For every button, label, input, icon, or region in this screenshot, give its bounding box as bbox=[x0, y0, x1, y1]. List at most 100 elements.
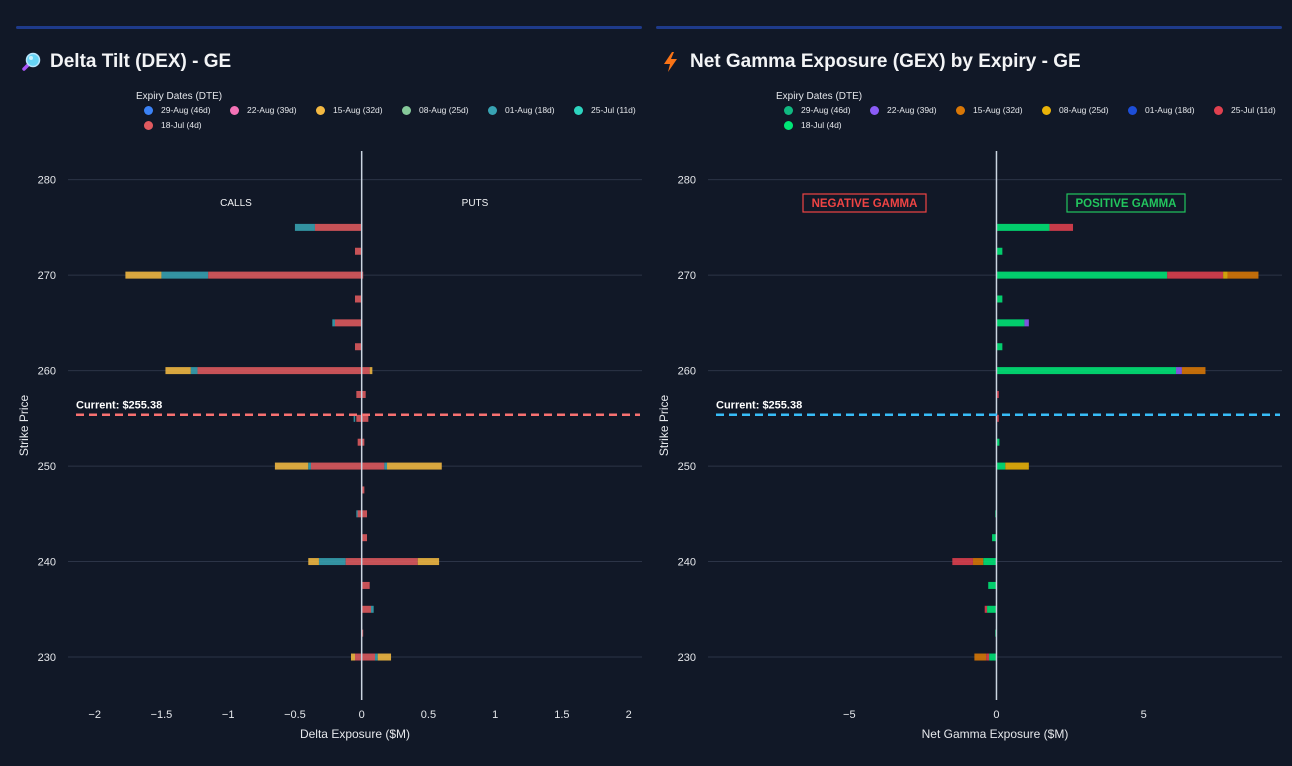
bar-segment[interactable] bbox=[952, 558, 973, 566]
bar-segment[interactable] bbox=[369, 367, 373, 375]
lightning-icon bbox=[664, 52, 677, 72]
bar-segment[interactable] bbox=[996, 367, 1177, 375]
bar-segment[interactable] bbox=[375, 653, 378, 661]
legend-item[interactable]: 25-Jul (11d) bbox=[1214, 105, 1276, 115]
bar-segment[interactable] bbox=[996, 462, 1006, 470]
legend-item[interactable]: 01-Aug (18d) bbox=[1128, 105, 1195, 115]
bar-segment[interactable] bbox=[197, 367, 362, 375]
bar-segment[interactable] bbox=[165, 367, 191, 375]
panel-top-border bbox=[16, 26, 642, 29]
dex-panel: Delta Tilt (DEX) - GE Expiry Dates (DTE)… bbox=[16, 0, 642, 766]
bar-segment[interactable] bbox=[350, 653, 355, 661]
legend-item[interactable]: 22-Aug (39d) bbox=[230, 105, 297, 115]
bar-segment[interactable] bbox=[992, 534, 997, 542]
bar-segment[interactable] bbox=[996, 438, 1000, 446]
bar-segment[interactable] bbox=[371, 605, 374, 613]
bar-segment[interactable] bbox=[996, 223, 1050, 231]
bar-segment[interactable] bbox=[208, 271, 362, 279]
x-tick-label: −1.5 bbox=[151, 709, 173, 721]
bar-segment[interactable] bbox=[986, 653, 990, 661]
bar-segment[interactable] bbox=[355, 247, 362, 255]
panel-top-border bbox=[656, 26, 1282, 29]
bar-segment[interactable] bbox=[984, 605, 988, 613]
bar-segment[interactable] bbox=[318, 558, 346, 566]
bar-segment[interactable] bbox=[361, 486, 365, 494]
bar-segment[interactable] bbox=[334, 319, 362, 327]
legend-item[interactable]: 08-Aug (25d) bbox=[402, 105, 469, 115]
bar-segment[interactable] bbox=[1223, 271, 1228, 279]
legend-swatch bbox=[784, 120, 793, 130]
bar-segment[interactable] bbox=[996, 343, 1003, 351]
bar-segment[interactable] bbox=[125, 271, 162, 279]
bar-segment[interactable] bbox=[996, 295, 1003, 303]
bar-segment[interactable] bbox=[377, 653, 392, 661]
bar-segment[interactable] bbox=[314, 223, 362, 231]
bar-segment[interactable] bbox=[310, 462, 362, 470]
bar-segment[interactable] bbox=[974, 653, 987, 661]
bar-segment[interactable] bbox=[996, 414, 999, 422]
legend-swatch bbox=[956, 105, 965, 115]
negative-gamma-label: NEGATIVE GAMMA bbox=[812, 198, 918, 210]
x-tick-label: 0 bbox=[359, 709, 365, 721]
bar-segment[interactable] bbox=[361, 367, 370, 375]
bar-segment[interactable] bbox=[1049, 223, 1074, 231]
bar-segment[interactable] bbox=[387, 462, 442, 470]
bar-segment[interactable] bbox=[987, 605, 997, 613]
bar-segment[interactable] bbox=[996, 319, 1025, 327]
bar-segment[interactable] bbox=[308, 558, 319, 566]
y-tick-label: 230 bbox=[678, 652, 696, 664]
bar-segment[interactable] bbox=[996, 390, 999, 398]
bar-segment[interactable] bbox=[417, 558, 440, 566]
bar-segment[interactable] bbox=[345, 558, 362, 566]
bar-segment[interactable] bbox=[1227, 271, 1259, 279]
legend-item[interactable]: 15-Aug (32d) bbox=[956, 105, 1023, 115]
bar-segment[interactable] bbox=[996, 271, 1168, 279]
bar-segment[interactable] bbox=[1181, 367, 1206, 375]
bar-segment[interactable] bbox=[161, 271, 209, 279]
bar-segment[interactable] bbox=[972, 558, 984, 566]
bar-segment[interactable] bbox=[190, 367, 198, 375]
y-tick-label: 270 bbox=[678, 270, 696, 282]
legend-item[interactable]: 25-Jul (11d) bbox=[574, 105, 636, 115]
bar-segment[interactable] bbox=[1167, 271, 1224, 279]
bar-segment[interactable] bbox=[1005, 462, 1029, 470]
legend-item[interactable]: 08-Aug (25d) bbox=[1042, 105, 1109, 115]
bar-segment[interactable] bbox=[988, 581, 997, 589]
bar-segment[interactable] bbox=[355, 295, 362, 303]
dex-title-text: Delta Tilt (DEX) - GE bbox=[50, 51, 232, 72]
bar-segment[interactable] bbox=[361, 558, 418, 566]
legend-item[interactable]: 01-Aug (18d) bbox=[488, 105, 555, 115]
dex-chart: 230 240 250 260 270 280 −2 −1.5 −1 −0.5 0 0.5 1 1.5 2 C… bbox=[17, 151, 642, 741]
legend-item[interactable]: 22-Aug (39d) bbox=[870, 105, 937, 115]
legend-item[interactable]: 15-Aug (32d) bbox=[316, 105, 383, 115]
bar-segment[interactable] bbox=[361, 653, 376, 661]
positive-gamma-label: POSITIVE GAMMA bbox=[1076, 198, 1177, 210]
bar-segment[interactable] bbox=[996, 247, 1003, 255]
bar-segment[interactable] bbox=[332, 319, 335, 327]
bar-segment[interactable] bbox=[361, 605, 372, 613]
bar-segment[interactable] bbox=[361, 462, 385, 470]
legend-label: 29-Aug (46d) bbox=[161, 105, 211, 115]
bar-segment[interactable] bbox=[361, 534, 368, 542]
bar-segment[interactable] bbox=[1024, 319, 1029, 327]
legend-label: 18-Jul (4d) bbox=[801, 120, 842, 130]
bar-segment[interactable] bbox=[384, 462, 388, 470]
bar-segment[interactable] bbox=[983, 558, 997, 566]
legend-item[interactable]: 18-Jul (4d) bbox=[784, 120, 842, 130]
legend-label: 22-Aug (39d) bbox=[247, 105, 297, 115]
x-tick-label: −0.5 bbox=[284, 709, 306, 721]
bar-segment[interactable] bbox=[308, 462, 311, 470]
legend-item[interactable]: 29-Aug (46d) bbox=[784, 105, 851, 115]
bar-segment[interactable] bbox=[355, 653, 362, 661]
bar-segment[interactable] bbox=[294, 223, 315, 231]
bar-segment[interactable] bbox=[274, 462, 309, 470]
bar-segment[interactable] bbox=[361, 581, 370, 589]
bar-segment[interactable] bbox=[355, 343, 362, 351]
bar-segment[interactable] bbox=[356, 510, 358, 518]
bar-segment[interactable] bbox=[1176, 367, 1182, 375]
legend-label: 15-Aug (32d) bbox=[973, 105, 1023, 115]
legend-item[interactable]: 18-Jul (4d) bbox=[144, 120, 202, 130]
legend-item[interactable]: 29-Aug (46d) bbox=[144, 105, 211, 115]
bar-segment[interactable] bbox=[353, 414, 356, 422]
bar-segment[interactable] bbox=[989, 653, 997, 661]
